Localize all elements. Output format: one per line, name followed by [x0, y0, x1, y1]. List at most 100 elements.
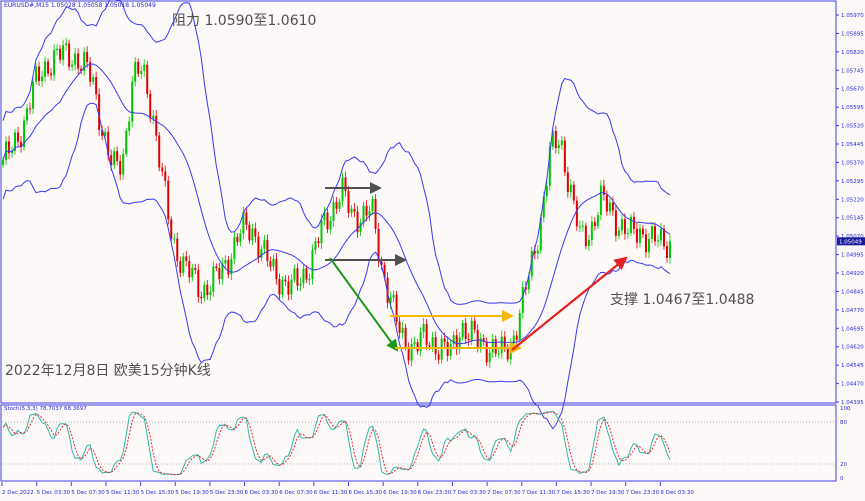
candle-body	[479, 338, 482, 347]
candle-body	[464, 322, 467, 339]
candle-body	[389, 297, 392, 304]
time-tick-label: 7 Dec 15:30	[556, 490, 590, 496]
candle-body	[230, 258, 233, 275]
candle-body	[476, 329, 479, 347]
candle-body	[365, 205, 368, 216]
time-tick-label: 5 Dec 19:30	[175, 490, 209, 496]
candle-body	[71, 64, 74, 67]
candle-body	[539, 217, 542, 251]
candle-body	[302, 268, 305, 284]
current-price-label: 1.05049	[839, 239, 862, 245]
time-tick-label: 7 Dec 03:30	[452, 490, 486, 496]
candle-body	[41, 76, 44, 82]
candle-body	[32, 81, 35, 109]
candle-body	[620, 219, 623, 231]
candle-body	[347, 190, 350, 213]
candle-body	[593, 221, 596, 226]
price-tick-label: 1.05145	[841, 216, 864, 222]
candle-body	[431, 337, 434, 347]
candle-body	[407, 346, 410, 361]
candle-body	[197, 270, 200, 297]
candle-body	[560, 140, 563, 146]
candle-body	[392, 294, 395, 298]
time-tick-label: 5 Dec 11:30	[106, 490, 140, 496]
candle-body	[227, 259, 230, 275]
candle-body	[548, 146, 551, 186]
candle-body	[434, 337, 437, 355]
candle-body	[164, 171, 167, 181]
candle-body	[527, 276, 530, 290]
candle-body	[536, 250, 539, 254]
candle-body	[350, 208, 353, 213]
candle-body	[581, 225, 584, 227]
candle-body	[242, 212, 245, 234]
time-tick-label: 6 Dec 15:30	[349, 490, 383, 496]
candle-body	[266, 240, 269, 261]
stochastic-label: Stoch(5,3,3) 78.7037 68.3697	[4, 406, 87, 412]
candle-body	[281, 279, 284, 295]
candle-body	[332, 202, 335, 221]
symbol-info: EURUSD#,M15 1.05028 1.05058 1.05018 1.05…	[4, 2, 156, 9]
price-tick-label: 1.04920	[841, 271, 864, 277]
candle-body	[284, 279, 287, 282]
candle-body	[452, 335, 455, 345]
candle-body	[200, 296, 203, 299]
candle-body	[635, 228, 638, 243]
candle-body	[299, 283, 302, 286]
candle-body	[353, 208, 356, 212]
candle-body	[209, 291, 212, 295]
candle-body	[656, 240, 659, 242]
time-tick-label: 2 Dec 2022	[2, 490, 34, 496]
price-tick-label: 1.04470	[841, 382, 864, 388]
candle-body	[287, 281, 290, 295]
candle-body	[272, 258, 275, 267]
candle-body	[575, 200, 578, 227]
candle-body	[545, 185, 548, 197]
candle-body	[485, 341, 488, 363]
time-tick-label: 7 Dec 23:30	[626, 490, 660, 496]
candle-body	[638, 228, 641, 243]
candle-body	[296, 268, 299, 286]
candle-body	[368, 211, 371, 216]
current-price-box	[837, 237, 865, 246]
price-tick-label: 1.04845	[841, 289, 864, 295]
stoch-level-label: 80	[840, 420, 847, 426]
candle-body	[275, 258, 278, 280]
candle-body	[521, 286, 524, 313]
candle-body	[338, 201, 341, 209]
candle-body	[410, 343, 413, 361]
time-tick-label: 5 Dec 23:30	[210, 490, 244, 496]
candle-body	[215, 266, 218, 269]
candle-body	[248, 224, 251, 241]
candle-body	[170, 219, 173, 239]
candle-body	[113, 151, 116, 166]
candle-body	[413, 342, 416, 344]
candle-body	[503, 336, 506, 347]
candle-body	[161, 167, 164, 172]
candle-body	[212, 266, 215, 292]
candle-body	[245, 212, 248, 225]
price-tick-label: 1.04995	[841, 253, 864, 259]
price-tick-label: 1.05370	[841, 160, 864, 166]
candle-body	[599, 185, 602, 215]
price-tick-label: 1.05895	[841, 31, 864, 37]
candle-body	[38, 66, 41, 82]
candle-body	[335, 202, 338, 209]
candle-body	[59, 48, 62, 60]
candle-body	[512, 335, 515, 344]
candle-body	[617, 230, 620, 236]
candle-body	[359, 222, 362, 233]
candle-body	[65, 43, 68, 46]
candle-body	[425, 324, 428, 346]
candle-body	[326, 212, 329, 230]
candle-body	[203, 284, 206, 299]
candle-body	[68, 43, 71, 67]
price-tick-label: 1.05670	[841, 87, 864, 93]
price-tick-label: 1.04770	[841, 308, 864, 314]
main-pane-border	[0, 0, 837, 404]
candle-body	[329, 220, 332, 230]
price-tick-label: 1.04620	[841, 345, 864, 351]
price-tick-label: 1.05220	[841, 197, 864, 203]
candle-body	[461, 322, 464, 338]
